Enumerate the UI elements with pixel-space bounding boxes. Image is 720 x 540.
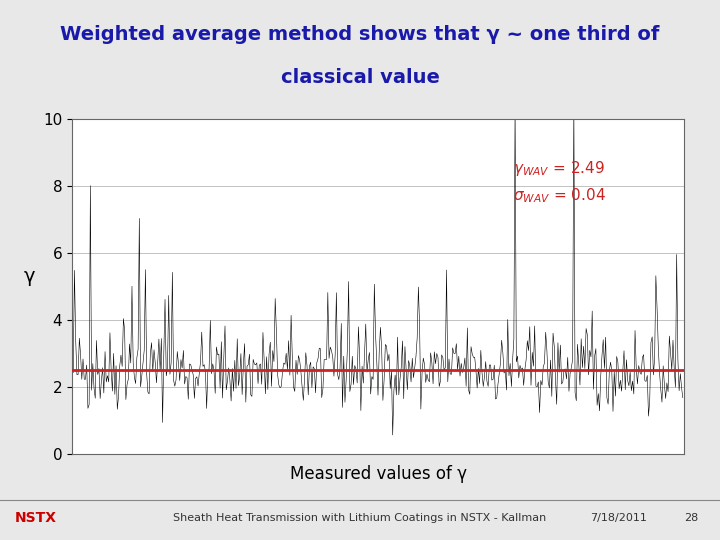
Text: $\gamma_{WAV}$ = 2.49
$\sigma_{WAV}$ = 0.04: $\gamma_{WAV}$ = 2.49 $\sigma_{WAV}$ = 0…	[513, 159, 606, 205]
Text: NSTX: NSTX	[14, 511, 56, 525]
Text: classical value: classical value	[281, 68, 439, 87]
Text: Sheath Heat Transmission with Lithium Coatings in NSTX - Kallman: Sheath Heat Transmission with Lithium Co…	[174, 514, 546, 523]
Y-axis label: γ: γ	[23, 267, 35, 286]
X-axis label: Measured values of γ: Measured values of γ	[289, 465, 467, 483]
Text: Weighted average method shows that γ ~ one third of: Weighted average method shows that γ ~ o…	[60, 24, 660, 44]
Text: 28: 28	[684, 514, 698, 523]
Text: 7/18/2011: 7/18/2011	[590, 514, 647, 523]
